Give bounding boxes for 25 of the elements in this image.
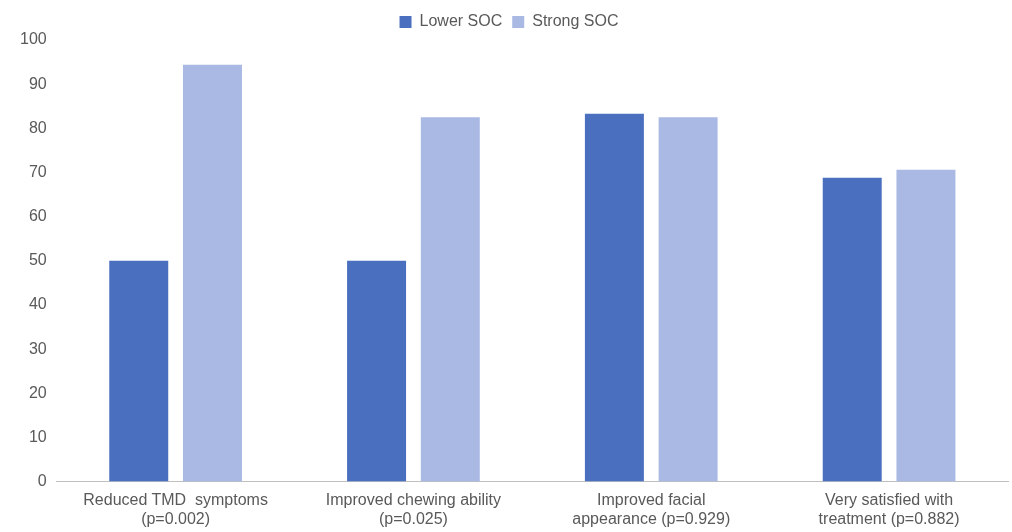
y-tick-label: 70 <box>28 162 47 180</box>
y-tick-label: 50 <box>28 251 47 269</box>
bar <box>420 117 480 482</box>
bar <box>584 113 644 482</box>
y-tick-label: 30 <box>28 339 47 357</box>
legend-label: Strong SOC <box>532 12 619 30</box>
x-tick-label: Very satisfied with treatment (p=0.882) <box>818 490 960 527</box>
bar <box>658 117 718 482</box>
bar <box>109 260 169 482</box>
legend-label: Lower SOC <box>419 12 503 30</box>
y-tick-label: 10 <box>28 427 47 445</box>
y-tick-label: 100 <box>19 30 47 48</box>
y-tick-label: 60 <box>28 207 47 225</box>
y-tick-label: 80 <box>28 118 47 136</box>
bar <box>347 260 407 482</box>
x-tick-label: Reduced TMD symptoms (p=0.002) <box>83 490 268 527</box>
y-tick-label: 40 <box>28 295 47 313</box>
bar <box>822 177 882 482</box>
y-tick-label: 0 <box>37 472 47 490</box>
y-tick-label: 20 <box>28 383 47 401</box>
bar <box>182 64 242 482</box>
bar <box>896 169 956 482</box>
x-tick-label: Improved facial appearance (p=0.929) <box>572 490 731 527</box>
y-tick-label: 90 <box>28 74 47 92</box>
x-tick-label: Improved chewing ability (p=0.025) <box>325 490 502 527</box>
